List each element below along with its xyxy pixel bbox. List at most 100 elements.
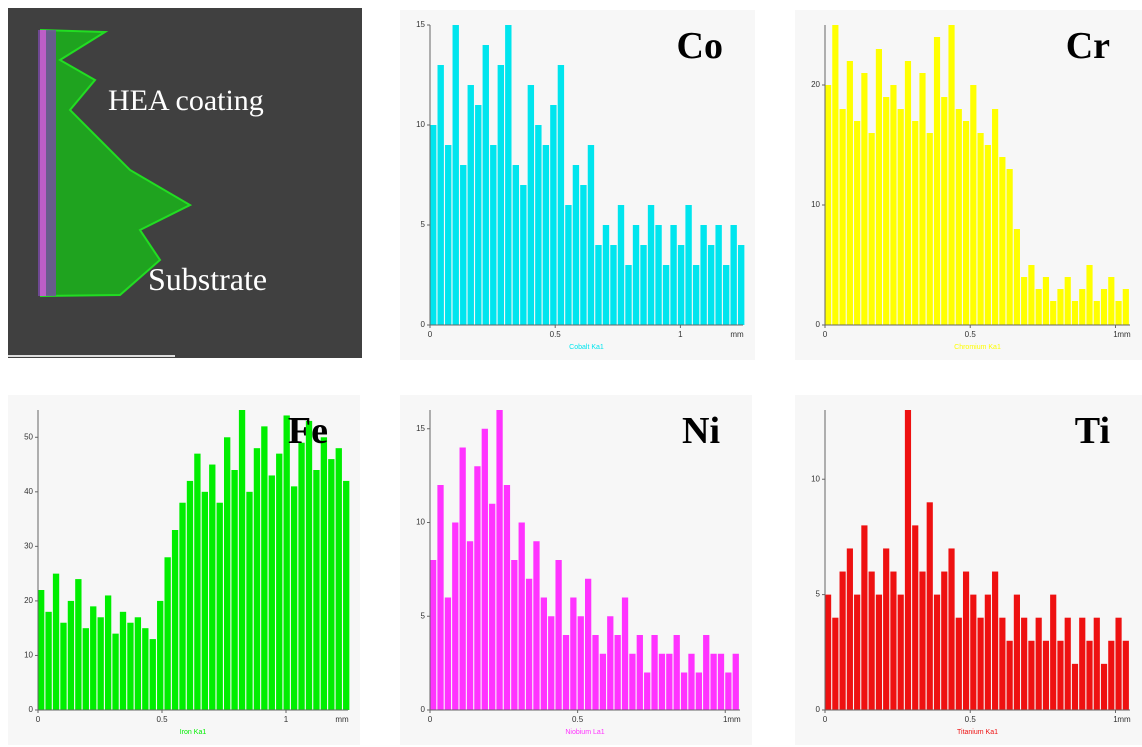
bar bbox=[955, 617, 962, 710]
bar bbox=[941, 97, 948, 325]
bar bbox=[511, 560, 518, 710]
bar bbox=[715, 225, 722, 325]
bar bbox=[617, 205, 625, 325]
bar bbox=[580, 185, 587, 325]
y-tick-label: 50 bbox=[24, 432, 33, 441]
bar bbox=[595, 245, 602, 325]
bar bbox=[592, 635, 599, 710]
bar bbox=[503, 485, 511, 710]
bar bbox=[897, 594, 904, 710]
bar bbox=[737, 245, 745, 325]
bar bbox=[149, 639, 156, 710]
bar bbox=[1079, 289, 1086, 325]
bar bbox=[707, 245, 715, 325]
bar bbox=[1035, 289, 1042, 325]
y-tick-label: 15 bbox=[416, 20, 425, 29]
bar bbox=[717, 653, 725, 710]
x-tick-label: 1 bbox=[678, 330, 683, 339]
chart-title: Ti bbox=[1075, 410, 1110, 452]
coating-label: HEA coating bbox=[108, 84, 264, 117]
bar bbox=[636, 635, 643, 710]
bar bbox=[328, 459, 335, 710]
bar bbox=[548, 616, 555, 710]
bar bbox=[875, 49, 883, 325]
bar bbox=[444, 597, 452, 710]
bar bbox=[497, 65, 504, 325]
bar bbox=[692, 265, 700, 325]
bar bbox=[45, 611, 52, 710]
bar bbox=[680, 672, 688, 710]
bar bbox=[992, 109, 999, 325]
bar bbox=[890, 85, 897, 325]
bar bbox=[67, 600, 75, 710]
bar bbox=[572, 165, 580, 325]
bar bbox=[231, 470, 238, 710]
bar bbox=[467, 85, 474, 325]
bar bbox=[1100, 663, 1108, 710]
bar bbox=[562, 635, 570, 710]
bar bbox=[1042, 277, 1050, 325]
bar bbox=[179, 502, 186, 710]
bar bbox=[883, 548, 890, 710]
bar bbox=[298, 442, 305, 710]
bar bbox=[984, 594, 991, 710]
bar bbox=[489, 503, 496, 710]
bar bbox=[948, 25, 955, 325]
x-tick-label: 1 bbox=[723, 715, 728, 724]
bar bbox=[607, 616, 614, 710]
bar bbox=[599, 653, 607, 710]
bar bbox=[1057, 289, 1064, 325]
bar bbox=[999, 617, 1006, 710]
bar bbox=[186, 480, 194, 710]
bar bbox=[883, 97, 890, 325]
bar bbox=[688, 653, 695, 710]
bar bbox=[962, 571, 970, 710]
bar bbox=[201, 491, 209, 710]
y-tick-label: 5 bbox=[421, 611, 426, 620]
bar bbox=[343, 480, 350, 710]
x-axis-label: Chromium Ka1 bbox=[954, 344, 1001, 351]
bar bbox=[970, 85, 977, 325]
bar bbox=[825, 594, 832, 710]
bar bbox=[1064, 277, 1071, 325]
bar bbox=[445, 145, 452, 325]
bar bbox=[685, 205, 692, 325]
trace-cluster bbox=[40, 30, 46, 296]
bar bbox=[640, 245, 647, 325]
bar bbox=[305, 420, 313, 710]
bar bbox=[525, 578, 533, 710]
x-axis-label: Iron Ka1 bbox=[180, 729, 207, 736]
bar bbox=[1021, 617, 1028, 710]
bar bbox=[732, 653, 739, 710]
bar bbox=[825, 85, 832, 325]
bar bbox=[658, 653, 666, 710]
bar bbox=[662, 265, 670, 325]
bar bbox=[1086, 265, 1093, 325]
bar bbox=[512, 165, 520, 325]
bar bbox=[1086, 640, 1093, 710]
bar bbox=[1115, 301, 1122, 325]
bar bbox=[542, 145, 550, 325]
bar bbox=[1115, 617, 1122, 710]
x-axis-label: Cobalt Ka1 bbox=[569, 344, 604, 351]
chart-title: Ni bbox=[682, 410, 720, 452]
bar bbox=[839, 109, 846, 325]
x-tick-label: 0 bbox=[36, 715, 41, 724]
bar bbox=[335, 448, 342, 710]
bar bbox=[452, 522, 459, 710]
bar bbox=[430, 125, 437, 325]
chart-title: Cr bbox=[1066, 25, 1110, 67]
bar bbox=[209, 464, 216, 710]
bar bbox=[962, 121, 970, 325]
bar bbox=[632, 225, 640, 325]
y-tick-label: 0 bbox=[421, 705, 426, 714]
bar bbox=[557, 65, 565, 325]
bar bbox=[430, 560, 437, 710]
bar bbox=[238, 410, 246, 710]
x-tick-label: 0.5 bbox=[550, 330, 562, 339]
bar bbox=[555, 560, 562, 710]
bar bbox=[565, 205, 572, 325]
x-axis-label: Niobium La1 bbox=[565, 729, 604, 736]
chart-panel: 0 5 10 15 0 0.5 1 mm Niobium La1 Ni bbox=[400, 395, 752, 745]
